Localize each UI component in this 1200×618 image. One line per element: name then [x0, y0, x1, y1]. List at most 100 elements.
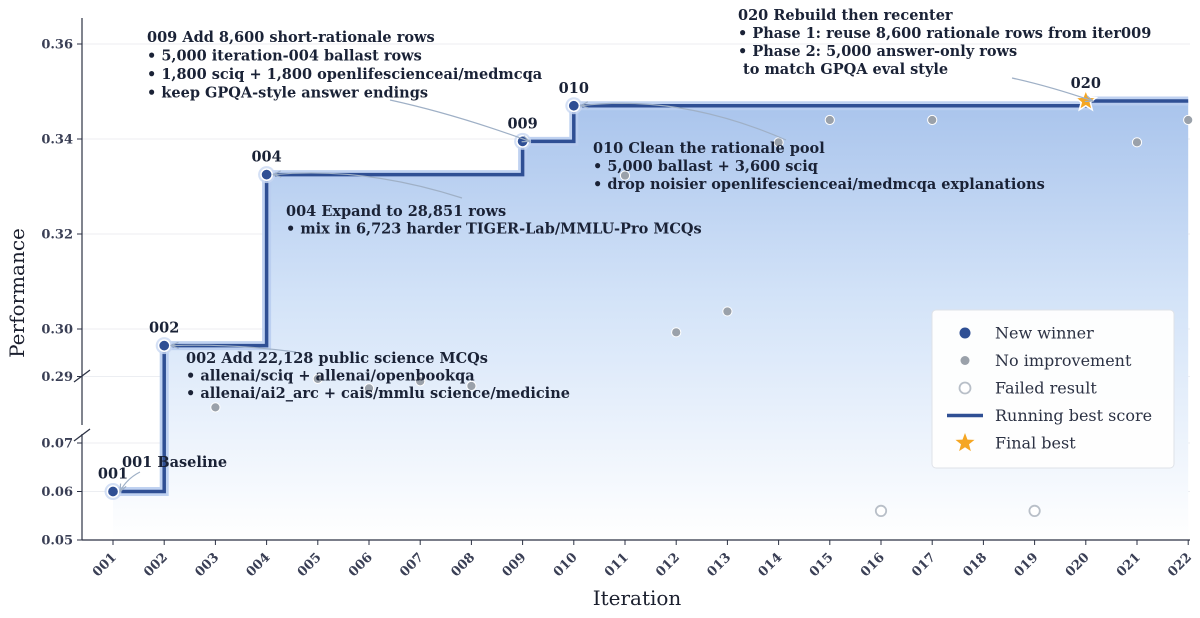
new-winner-point: [567, 99, 581, 113]
failed-result-point: [1028, 504, 1041, 517]
x-tick-label: 010: [551, 550, 581, 580]
legend-label: No improvement: [995, 351, 1132, 370]
annotation-line: 002 Add 22,128 public science MCQs: [186, 350, 488, 367]
annotation-line: • 1,800 sciq + 1,800 openlifescienceai/m…: [147, 66, 543, 83]
legend-marker: [960, 356, 970, 365]
new-winner-point: [106, 485, 120, 498]
point-label: 020: [1071, 75, 1101, 92]
legend-box: [931, 309, 1175, 469]
points: [104, 87, 1194, 517]
no-improvement-point: [415, 376, 426, 387]
legend-marker: [955, 433, 975, 452]
y-tick-label: 0.05: [41, 534, 73, 549]
annotation-line: • Phase 1: reuse 8,600 rationale rows fr…: [738, 25, 1151, 42]
point-label: 010: [559, 80, 589, 97]
annotation-leader: [171, 344, 297, 353]
x-tick-label: 013: [704, 550, 734, 580]
annotation-arrowhead: [579, 101, 589, 109]
axis-break-mark: [73, 428, 91, 442]
annotation-text: 009 Add 8,600 short-rationale rows • 5,00…: [147, 29, 543, 102]
y-tick-label: 0.34: [41, 133, 73, 148]
x-tick-label: 003: [192, 550, 222, 580]
no-improvement-point: [824, 114, 835, 126]
no-improvement-point: [1131, 137, 1143, 148]
annotation-line: • 5,000 iteration-004 ballast rows: [147, 48, 422, 65]
new-winner-point: [260, 168, 273, 181]
x-axis-title: Iteration: [593, 586, 682, 610]
annotation-text: 002 Add 22,128 public science MCQs • alle…: [186, 350, 570, 402]
legend-marker: [959, 327, 971, 339]
x-tick-label: 001: [90, 550, 120, 580]
annotation-line: 004 Expand to 28,851 rows: [286, 203, 506, 220]
y-tick-label: 0.32: [41, 228, 73, 243]
x-tick-label: 006: [346, 550, 376, 580]
annotation-leader: [580, 102, 787, 141]
annotation-arrowhead: [272, 170, 282, 178]
x-tick-label: 019: [1012, 550, 1042, 580]
annotation-line: • drop noisier openlifescienceai/medmcqa…: [593, 176, 1045, 193]
x-tick-label: 005: [295, 550, 325, 580]
no-improvement-point: [927, 114, 938, 126]
x-tick-label: 022: [1165, 550, 1195, 580]
running-best-area: [113, 101, 1189, 540]
point-label: 004: [251, 149, 281, 166]
y-tick-label: 0.29: [41, 370, 73, 385]
x-tick-label: 007: [397, 550, 427, 580]
x-tick-label: 021: [1114, 550, 1144, 580]
point-label: 002: [149, 320, 179, 337]
annotation-leader: [273, 172, 463, 199]
annotation-leader: [119, 471, 141, 492]
new-winner-point: [157, 339, 171, 352]
final-best-star: [1073, 87, 1099, 112]
annotation-text: 020 Rebuild then recenter • Phase 1: reus…: [738, 7, 1151, 78]
legend-label: Failed result: [995, 379, 1097, 398]
failed-result-point: [874, 504, 888, 517]
annotation-text: 010 Clean the rationale pool • 5,000 ball…: [593, 140, 1045, 193]
point-label: 009: [507, 115, 537, 132]
annotation-line: to match GPQA eval style: [738, 61, 948, 78]
annotation-line: 001 Baseline: [122, 454, 227, 471]
annotation-line: • Phase 2: 5,000 answer-only rows: [738, 43, 1017, 60]
x-tick-label: 017: [909, 550, 939, 580]
legend-label: Running best score: [995, 406, 1152, 425]
annotation-leader: [1011, 77, 1093, 102]
x-tick-label: 018: [960, 550, 990, 580]
no-improvement-point: [210, 402, 221, 413]
legend-label: Final best: [995, 434, 1076, 453]
annotation-line: • allenai/sciq + allenai/openbookqa: [186, 368, 475, 385]
annotation-arrowhead: [521, 135, 532, 143]
x-tick-label: 011: [602, 550, 632, 580]
no-improvement-point: [363, 383, 375, 394]
legend-label: New winner: [995, 324, 1094, 343]
point-label: 001: [98, 466, 128, 483]
x-tick-label: 016: [858, 550, 888, 580]
annotation-arrowhead: [1084, 95, 1095, 103]
annotation-arrowhead: [169, 341, 179, 350]
x-tick-label: 020: [1063, 550, 1093, 580]
no-improvement-point: [1183, 114, 1194, 126]
annotation-arrowhead: [119, 483, 127, 493]
y-axis-title: Performance: [5, 228, 29, 358]
x-tick-label: 002: [141, 550, 171, 580]
annotation-line: • keep GPQA-style answer endings: [147, 85, 428, 102]
no-improvement-point: [671, 327, 682, 338]
no-improvement-point: [773, 137, 784, 148]
y-tick-label: 0.07: [41, 437, 73, 452]
annotations: 001 002 004 009 010 020 001 Baseline 002 Add 22…: [98, 7, 1151, 493]
legend: New winner No improvement Failed result Run…: [931, 309, 1175, 469]
annotation-line: 010 Clean the rationale pool: [593, 140, 825, 157]
no-improvement-point: [312, 373, 323, 384]
annotation-line: 009 Add 8,600 short-rationale rows: [147, 29, 435, 46]
x-tick-label: 014: [756, 550, 786, 580]
x-tick-label: 009: [500, 550, 530, 580]
no-improvement-point: [466, 380, 477, 392]
annotation-text: 004 Expand to 28,851 rows • mix in 6,723 …: [286, 203, 702, 238]
y-tick-label: 0.36: [41, 38, 73, 53]
annotation-text: 001 Baseline: [122, 454, 227, 471]
annotation-leader: [389, 99, 530, 142]
y-tick-label: 0.30: [41, 323, 73, 338]
no-improvement-point: [619, 170, 631, 181]
annotation-line: • allenai/ai2_arc + cais/mmlu science/me…: [186, 385, 570, 402]
y-tick-label: 0.06: [41, 485, 73, 500]
